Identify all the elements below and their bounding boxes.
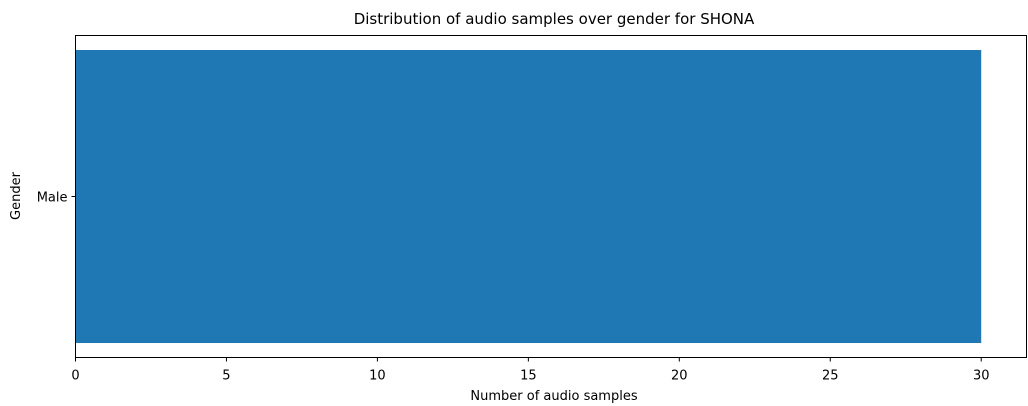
y-axis-label: Gender xyxy=(9,171,24,220)
x-axis-label: Number of audio samples xyxy=(470,389,637,404)
x-axis: 0 5 10 15 20 25 30 xyxy=(71,357,990,384)
y-tick-label: Male xyxy=(37,191,68,206)
x-tick-label: 25 xyxy=(822,369,839,384)
x-tick-label: 15 xyxy=(520,369,537,384)
x-tick-label: 30 xyxy=(973,369,990,384)
x-tick-label: 10 xyxy=(369,369,386,384)
x-tick-label: 20 xyxy=(671,369,688,384)
bars-layer xyxy=(75,49,982,344)
x-tick-label: 0 xyxy=(71,369,79,384)
bar-male xyxy=(75,49,982,344)
x-tick-label: 5 xyxy=(222,369,230,384)
y-axis: Male xyxy=(37,191,76,206)
chart-title: Distribution of audio samples over gende… xyxy=(354,10,755,28)
